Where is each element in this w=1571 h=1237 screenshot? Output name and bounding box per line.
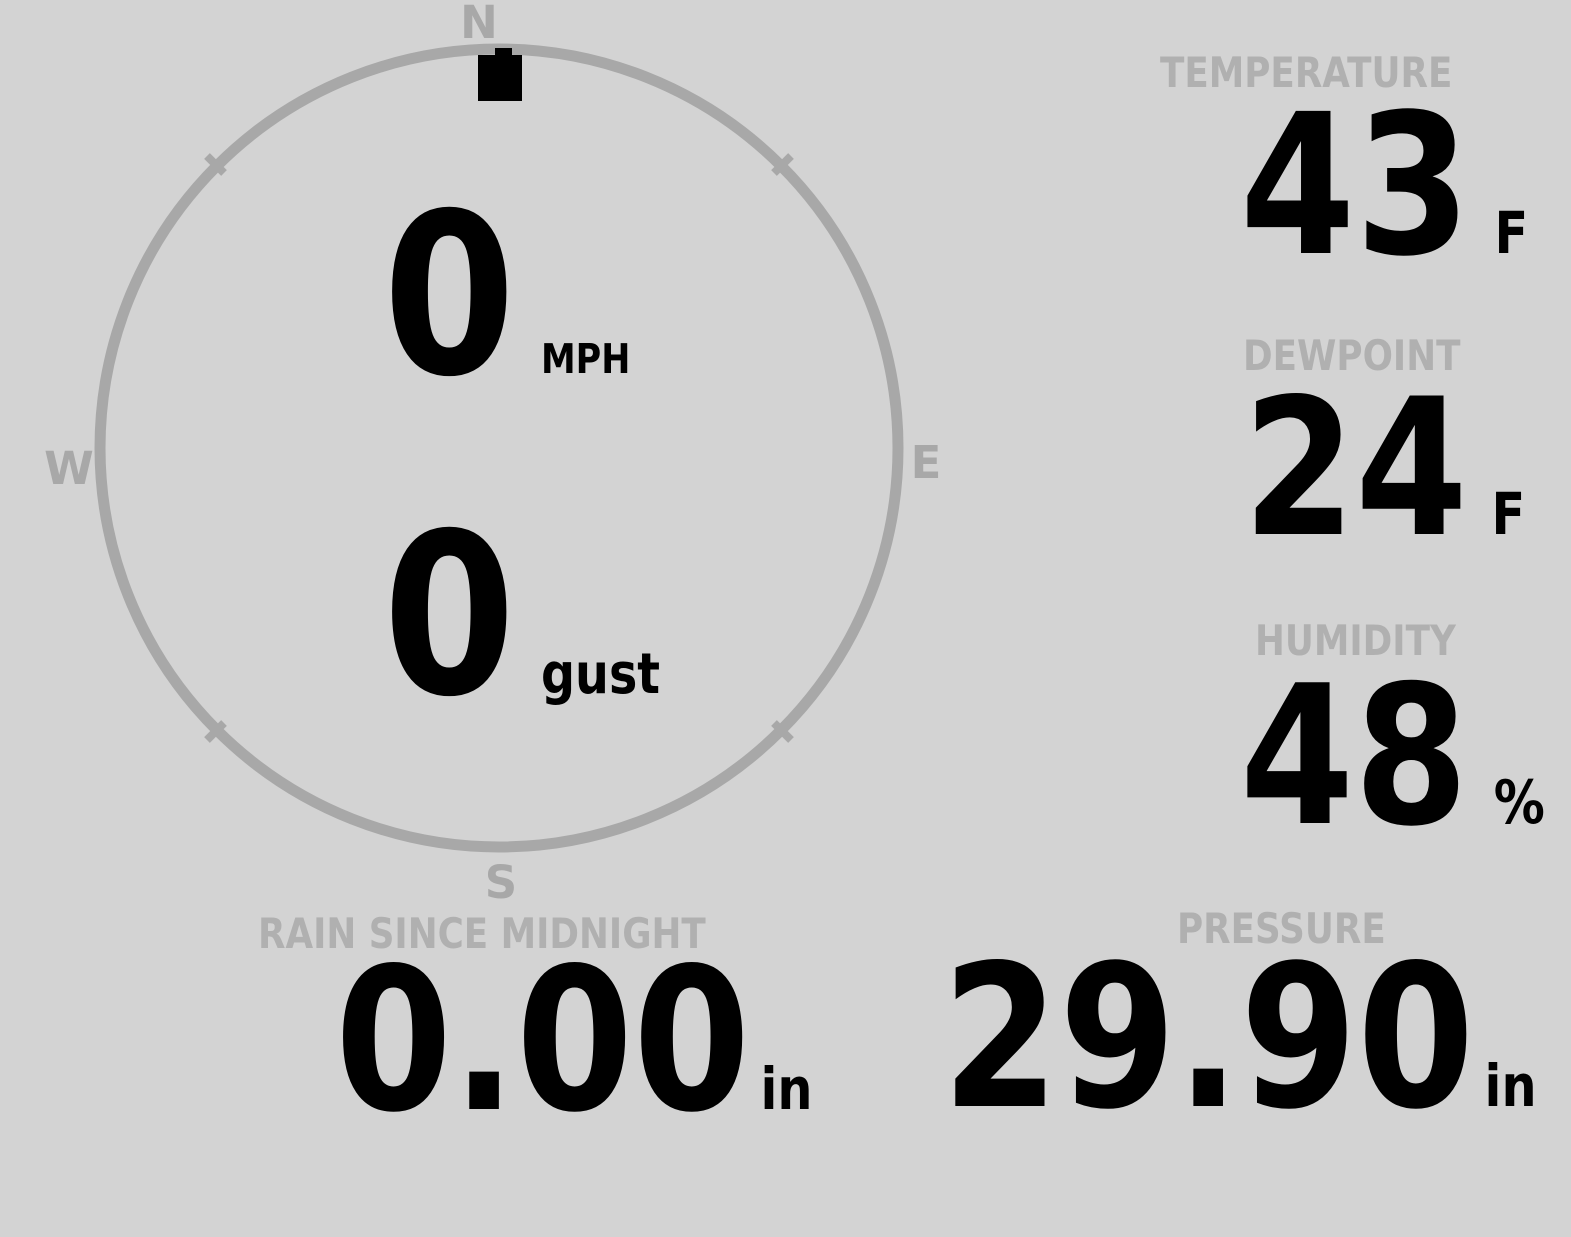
temperature-unit: F [1494, 199, 1529, 267]
rain-reading: 0.00 in [335, 942, 812, 1140]
compass-label-east: E [910, 436, 942, 489]
compass-tick-sw-icon [204, 720, 227, 743]
wind-speed-unit: MPH [540, 335, 631, 383]
compass-tick-se-icon [771, 720, 794, 743]
wind-gust: 0 gust [383, 504, 660, 728]
rain-label: RAIN SINCE MIDNIGHT [258, 909, 706, 958]
compass-tick-nw-icon [204, 153, 227, 176]
dewpoint-label: DEWPOINT [1243, 331, 1461, 380]
pressure-label: PRESSURE [1177, 904, 1386, 953]
humidity-unit: % [1493, 768, 1545, 838]
rain-unit: in [760, 1055, 813, 1123]
compass-label-south: S [484, 856, 518, 909]
wind-speed-value: 0 [383, 165, 516, 426]
wind-gust-value: 0 [383, 485, 516, 746]
compass-tick-ne-icon [771, 153, 794, 176]
dewpoint-unit: F [1491, 480, 1526, 548]
rain-value: 0.00 [335, 925, 751, 1156]
temperature-reading: 43 F [1240, 88, 1528, 283]
temperature-value: 43 [1240, 72, 1471, 299]
pressure-unit: in [1484, 1052, 1537, 1120]
wind-gust-unit: gust [540, 642, 661, 707]
temperature-label: TEMPERATURE [1160, 48, 1453, 97]
dewpoint-reading: 24 F [1243, 374, 1525, 564]
pressure-reading: 29.90 in [942, 939, 1537, 1137]
pressure-value: 29.90 [942, 922, 1475, 1153]
dewpoint-value: 24 [1243, 358, 1468, 579]
wind-compass-gauge [94, 43, 904, 853]
wind-speed: 0 MPH [383, 184, 630, 408]
humidity-label: HUMIDITY [1255, 616, 1456, 665]
wind-direction-marker [478, 48, 522, 101]
humidity-value: 48 [1240, 644, 1469, 869]
compass-label-west: W [44, 442, 94, 495]
compass-label-north: N [460, 0, 498, 49]
humidity-reading: 48 % [1240, 660, 1545, 853]
